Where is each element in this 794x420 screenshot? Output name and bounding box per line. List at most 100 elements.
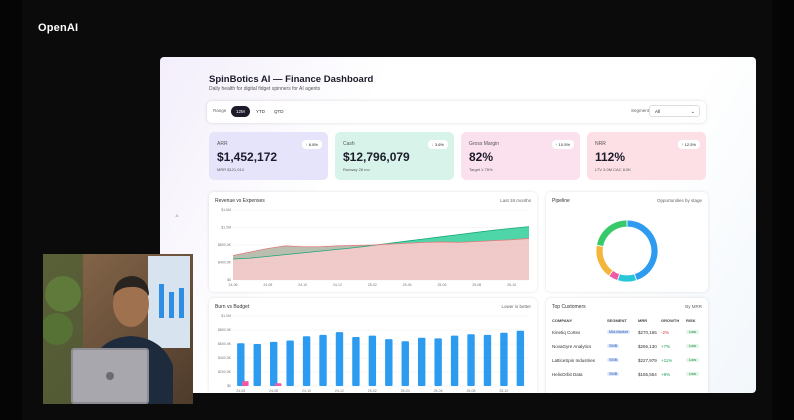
presenter-image (43, 254, 193, 404)
burn-budget-card: Burn vs Budget Lower is better $0 $200.0K… (209, 298, 537, 393)
top-customers-card: Top Customers By MRR COMPANY SEGMENT MRR… (546, 298, 708, 393)
donut-slice (595, 244, 614, 277)
burn-budget-chart: $0 $200.0K $400.0K $600.0K $800.0K $1.0M 24-06… (218, 314, 529, 393)
kpi-note: LTV 3.0M CAC 8.0K (595, 167, 631, 172)
burn-bar (368, 335, 377, 386)
cell-risk: Low (686, 330, 699, 334)
x-tick-label: 24-08 (269, 389, 278, 393)
segment-select[interactable]: All ⌄ (649, 105, 700, 117)
burn-bar (418, 337, 426, 386)
x-tick-label: 25-08 (466, 389, 475, 393)
column-header-risk[interactable]: RISK (686, 318, 696, 323)
arrow-down-icon: ↓ (431, 142, 434, 147)
table-row[interactable]: HelixOrbit Data SMB $165,554 +9% Low (546, 370, 708, 382)
arrow-up-icon: ↑ (555, 142, 558, 147)
table-row[interactable]: Kinetiq Cortex Mid-Market $270,165 -2% L… (546, 328, 708, 340)
y-tick-label: $0 (227, 278, 231, 282)
chevron-down-icon: ⌄ (690, 109, 695, 115)
y-tick-label: $200.0K (218, 370, 232, 374)
kpi-label: Gross Margin (469, 141, 500, 147)
range-qtd-button[interactable]: QTD (274, 109, 284, 114)
card-note: Opportunities by stage (656, 198, 702, 203)
kpi-note: MRR $121,014 (217, 167, 244, 172)
y-tick-label: $600.0K (218, 342, 232, 346)
x-tick-label: 25-06 (434, 389, 443, 393)
expenses-area (233, 238, 529, 280)
cell-risk: Low (686, 344, 699, 348)
cell-company: NovaGyre Analytics (552, 344, 592, 349)
range-ytd-button[interactable]: YTD (256, 109, 265, 114)
y-tick-label: $0 (227, 384, 231, 388)
burn-bar (385, 339, 393, 386)
cell-mrr: $165,554 (638, 372, 657, 377)
burn-bar (237, 343, 245, 386)
card-note: Lower is better (501, 304, 531, 309)
kpi-value: $12,796,079 (343, 150, 410, 164)
x-tick-label: 25-10 (499, 389, 508, 393)
range-12m-button[interactable]: 12M (231, 106, 250, 117)
y-tick-label: $400.0K (218, 356, 232, 360)
kpi-change-badge: ↑ 12.5% (677, 140, 700, 149)
card-note: By MRR (685, 304, 702, 309)
donut-slice (626, 219, 659, 281)
segment-label: Segment (631, 108, 650, 113)
burn-bar (319, 334, 327, 386)
expenses-line (232, 238, 530, 256)
kpi-note: Runway 28 mo (343, 167, 370, 172)
kpi-card-nrr: NRR 112% LTV 3.0M CAC 8.0K ↑ 12.5% (587, 132, 706, 180)
card-title: Top Customers (552, 304, 586, 310)
cell-risk: Low (686, 372, 699, 376)
y-tick-label: $800.0K (218, 328, 232, 332)
presenter-webcam (43, 254, 193, 404)
column-header-growth[interactable]: GROWTH (661, 318, 680, 323)
cell-company: LatticeSpin Industries (552, 358, 596, 363)
card-title: Burn vs Budget (215, 304, 250, 310)
x-tick-label: 25-10 (507, 283, 516, 287)
cell-mrr: $227,979 (638, 358, 657, 363)
y-tick-label: $1.6M (221, 208, 231, 212)
kpi-value: 82% (469, 150, 494, 164)
cell-segment: SMB (607, 372, 620, 376)
column-header-mrr[interactable]: MRR (638, 318, 648, 323)
column-header-segment[interactable]: SEGMENT (607, 318, 627, 323)
cell-growth: +9% (661, 372, 671, 377)
pipeline-card: Pipeline Opportunities by stage (546, 192, 708, 292)
burn-bar (270, 341, 278, 386)
burn-bar (483, 334, 492, 386)
burn-bar (434, 338, 442, 386)
arrow-up-icon: ↑ (305, 142, 308, 147)
column-header-company[interactable]: COMPANY (552, 318, 573, 323)
kpi-value: 112% (595, 150, 626, 164)
brand-logo: OpenAI (38, 22, 79, 34)
burn-bar (467, 334, 475, 386)
y-tick-label: $800.0K (218, 243, 232, 247)
revenue-expenses-card: Revenue vs Expenses Last 18 months $0 $40… (209, 192, 537, 292)
cell-growth: +7% (661, 344, 671, 349)
donut-slice (596, 219, 628, 247)
page-subtitle: Daily health for digital fidget spinners… (209, 86, 321, 92)
table-row[interactable]: NovaGyre Analytics SMB $266,130 +7% Low (546, 342, 708, 354)
x-tick-label: 24-06 (236, 389, 245, 393)
card-title: Pipeline (552, 198, 570, 204)
table-row[interactable]: LatticeSpin Industries SMB $227,979 +11%… (546, 356, 708, 368)
filter-bar: Range 12M YTD QTD Segment All ⌄ (207, 101, 706, 123)
cell-segment: SMB (607, 344, 620, 348)
kpi-change-badge: ↑ 10.5% (551, 140, 574, 149)
x-tick-label: 25-02 (368, 283, 377, 287)
x-tick-label: 25-06 (437, 283, 446, 287)
arrow-up-icon: ↑ (681, 142, 684, 147)
x-tick-label: 24-10 (302, 389, 311, 393)
cell-segment: Mid-Market (607, 330, 630, 334)
kpi-value: $1,452,172 (217, 150, 278, 164)
kpi-label: NRR (595, 141, 606, 147)
y-tick-label: $1.2M (221, 226, 231, 230)
page-title: SpinBotics AI — Finance Dashboard (209, 74, 374, 85)
kpi-card-gross-margin: Gross Margin 82% Target ≥ 75% ↑ 10.5% (461, 132, 580, 180)
kpi-label: Cash (343, 141, 355, 147)
burn-bar (450, 335, 459, 386)
cell-mrr: $270,165 (638, 330, 657, 335)
x-tick-label: 25-04 (403, 283, 412, 287)
over-budget-bar (274, 383, 282, 386)
card-title: Revenue vs Expenses (215, 198, 265, 204)
burn-bar (335, 332, 344, 386)
